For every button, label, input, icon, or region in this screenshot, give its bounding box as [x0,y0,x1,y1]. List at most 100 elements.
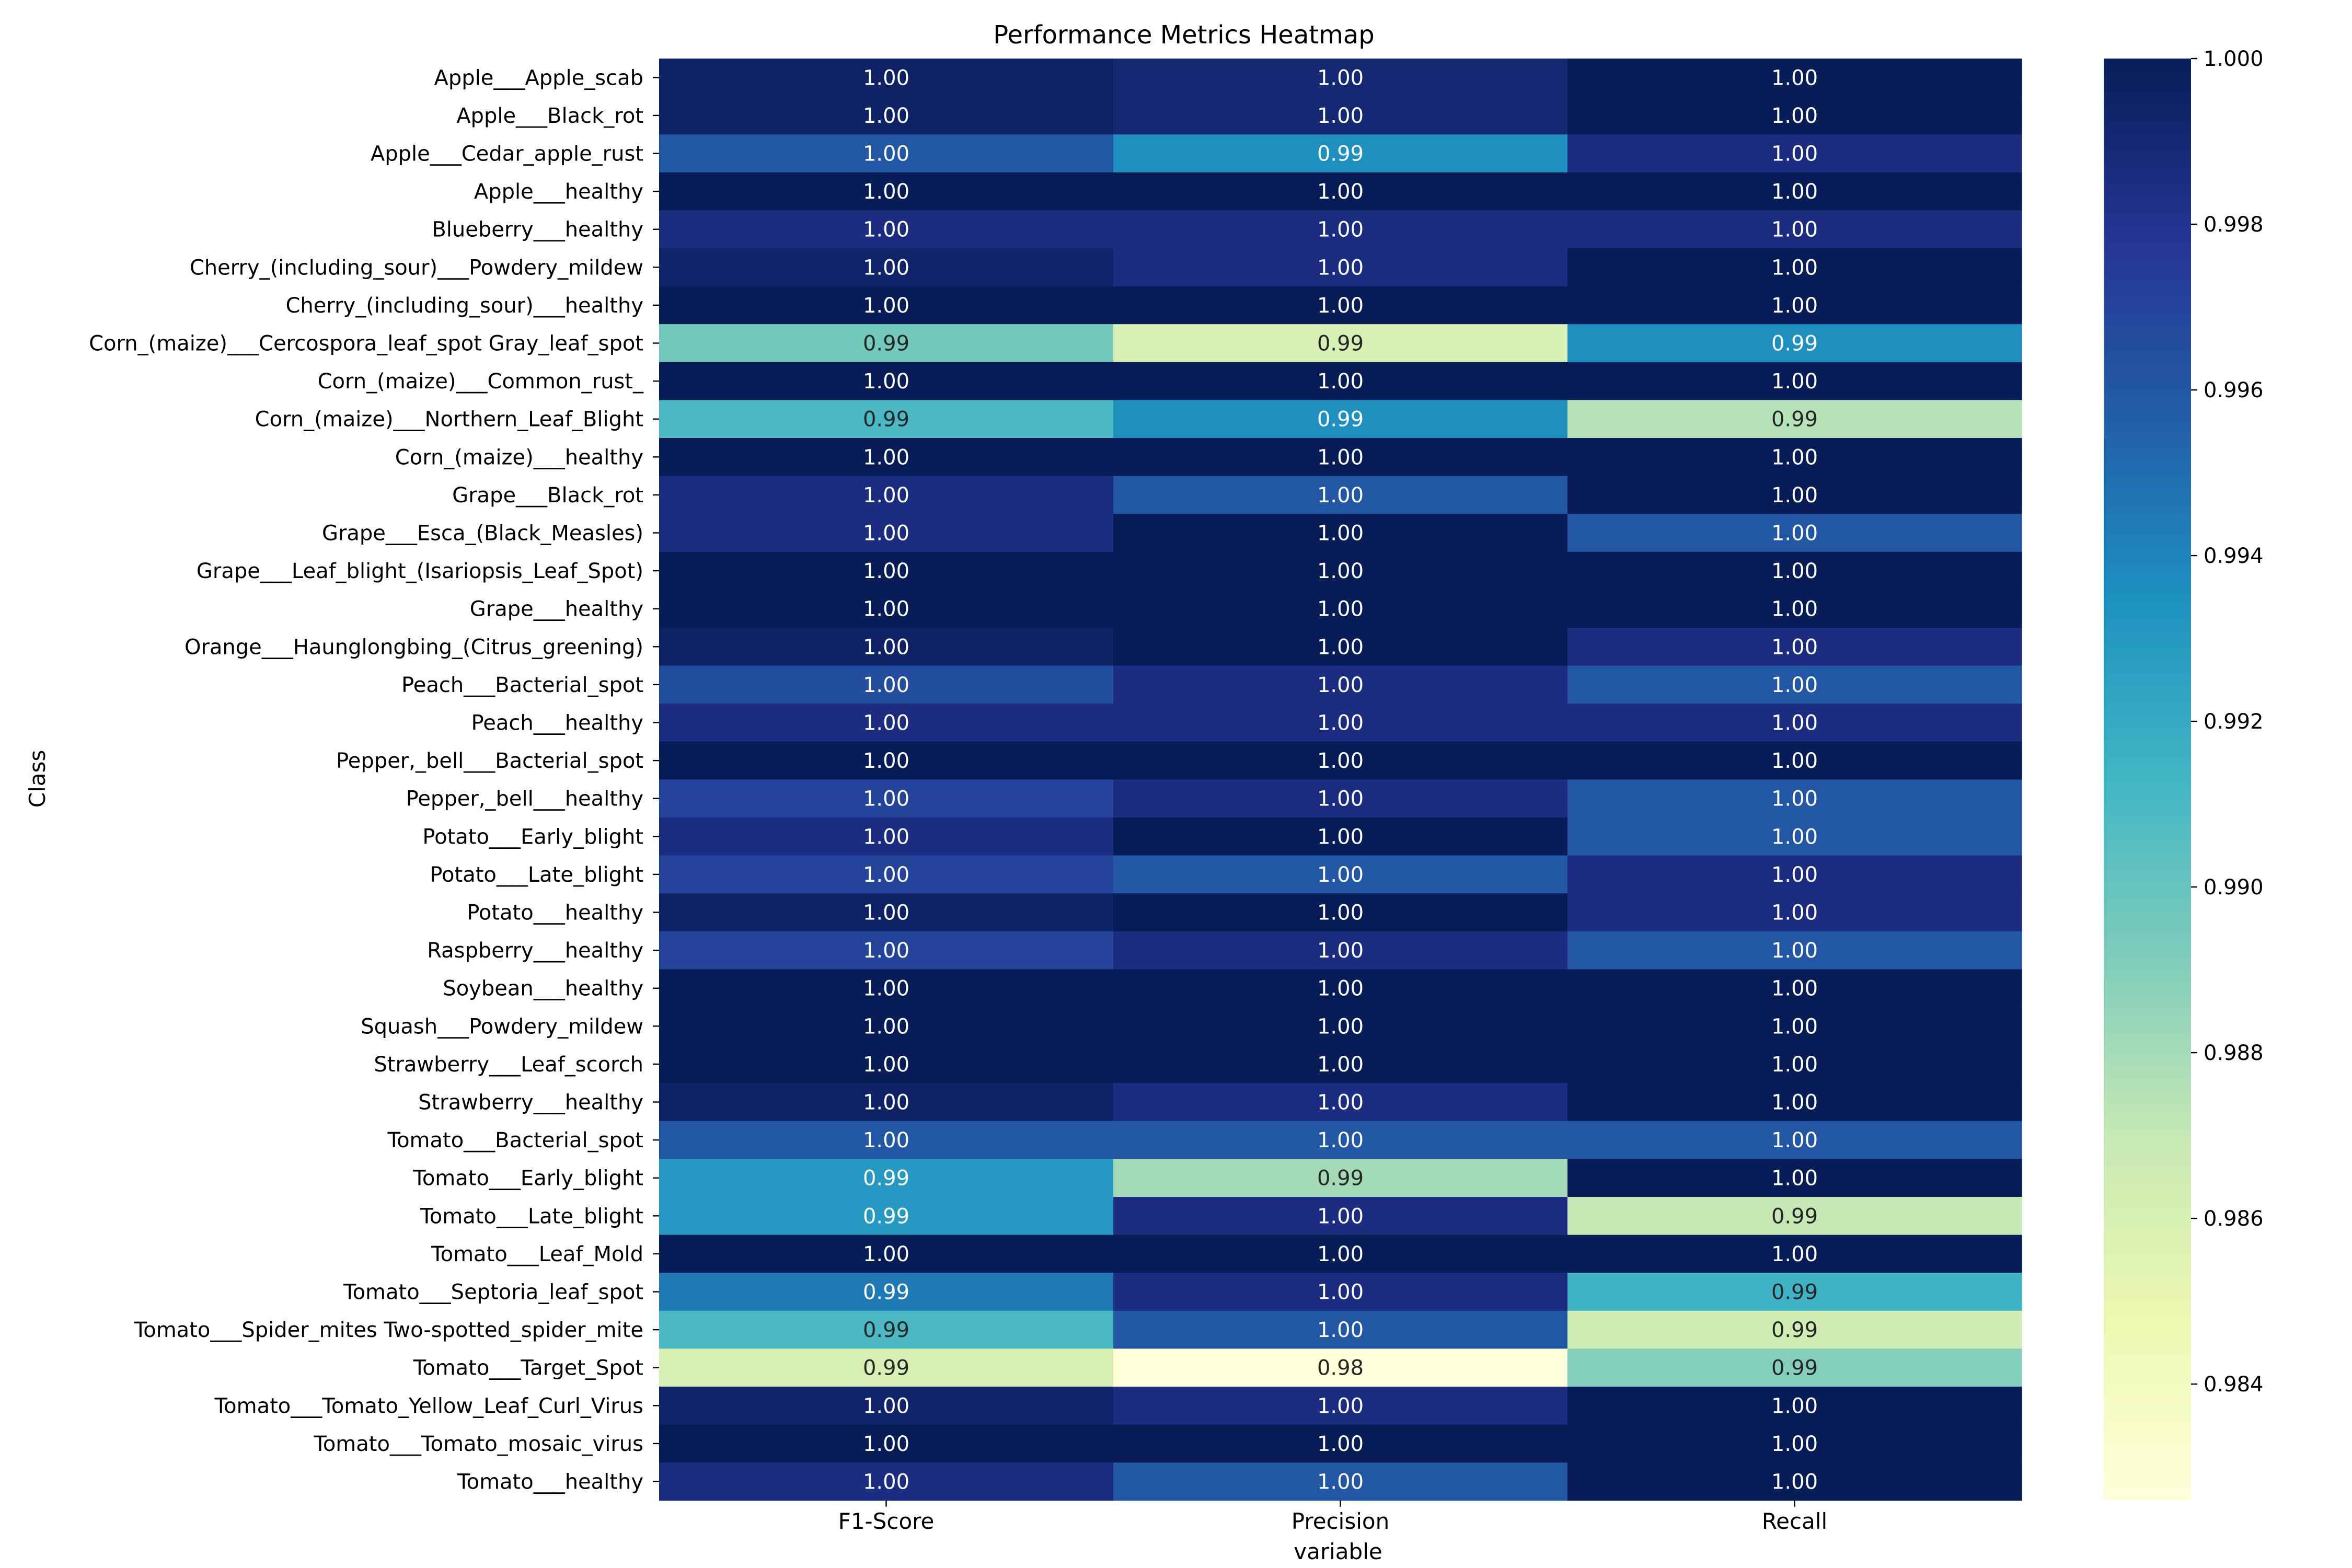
cell-annotation: 1.00 [1771,1014,1818,1039]
cell-annotation: 1.00 [1771,1091,1818,1115]
heatmap-cell [1567,1045,2022,1083]
heatmap-cell [1113,248,1568,287]
row-label-grape-black-rot: Grape___Black_rot [452,483,643,508]
cell-annotation: 1.00 [1317,1394,1364,1418]
heatmap-cell [1113,1007,1568,1046]
row-label-tomato-tomato-yellow-leaf-curl-virus: Tomato___Tomato_Yellow_Leaf_Curl_Virus [214,1394,644,1418]
heatmap-cell [1113,1424,1568,1463]
row-label-tomato-bacterial-spot: Tomato___Bacterial_spot [387,1128,643,1152]
cell-annotation: 0.99 [1771,332,1818,356]
row-label-potato-healthy: Potato___healthy [467,901,643,925]
cell-annotation: 1.00 [863,256,909,280]
row-label-corn-maize-northern-leaf-blight: Corn_(maize)___Northern_Leaf_Blight [255,408,643,432]
heatmap-cell [1567,1424,2022,1463]
heatmap-cell [1567,704,2022,742]
row-label-tomato-spider-mites-two-spotted-spider-mite: Tomato___Spider_mites Two-spotted_spider… [134,1318,643,1342]
cell-annotation: 1.00 [1317,749,1364,773]
cell-annotation: 0.99 [1771,1356,1818,1380]
row-label-corn-maize-healthy: Corn_(maize)___healthy [395,445,643,469]
heatmap-cell [1567,551,2022,590]
cell-annotation: 1.00 [1317,294,1364,318]
cell-annotation: 1.00 [1317,1432,1364,1456]
cell-annotation: 1.00 [1771,597,1818,621]
row-label-tomato-septoria-leaf-spot: Tomato___Septoria_leaf_spot [343,1281,643,1305]
column-label-recall: Recall [1762,1508,1827,1534]
cell-annotation: 1.00 [863,825,909,849]
cell-annotation: 1.00 [1317,370,1364,394]
cell-annotation: 1.00 [1317,256,1364,280]
heatmap-cell [1567,59,2022,97]
cell-annotation: 1.00 [1317,1053,1364,1077]
colorbar-tick-label: 0.994 [2204,544,2264,568]
cell-annotation: 1.00 [1317,825,1364,849]
heatmap-cell [1567,324,2022,363]
cell-annotation: 1.00 [863,635,909,659]
cell-annotation: 1.00 [863,370,909,394]
heatmap-cell [1113,286,1568,325]
heatmap-cell [1113,779,1568,818]
heatmap-cell [659,476,1114,514]
row-label-pepper-bell-healthy: Pepper,_bell___healthy [406,787,643,811]
heatmap-cell [659,1462,1114,1501]
cell-annotation: 1.00 [1771,104,1818,128]
heatmap-cell [659,665,1114,704]
heatmap-cell [1113,514,1568,552]
heatmap-cell [659,779,1114,818]
cell-annotation: 1.00 [1771,977,1818,1001]
cell-annotation: 1.00 [1771,1053,1818,1077]
heatmap-cell [1567,248,2022,287]
heatmap-cell [1113,817,1568,856]
heatmap-cell [659,855,1114,894]
cell-annotation: 1.00 [1317,863,1364,887]
heatmap-cell [1567,1121,2022,1159]
cell-annotation: 1.00 [863,218,909,242]
heatmap-cell [1567,741,2022,780]
cell-annotation: 1.00 [1771,294,1818,318]
heatmap-cell [1113,1235,1568,1273]
cell-annotation: 0.99 [863,332,909,356]
colorbar-tick-label: 0.998 [2204,213,2264,237]
heatmap-cell [1113,551,1568,590]
heatmap-cell [659,1159,1114,1197]
heatmap-cell [1113,893,1568,932]
cell-annotation: 0.99 [1317,332,1364,356]
cell-annotation: 1.00 [863,863,909,887]
cell-annotation: 1.00 [863,294,909,318]
cell-annotation: 0.99 [863,1281,909,1305]
cell-annotation: 1.00 [1317,522,1364,546]
heatmap-cell [1567,210,2022,249]
row-label-cherry-including-sour-healthy: Cherry_(including_sour)___healthy [285,294,643,318]
cell-annotation: 0.98 [1317,1356,1364,1380]
row-label-corn-maize-cercospora-leaf-spot-gray-leaf-spot: Corn_(maize)___Cercospora_leaf_spot Gray… [89,332,643,356]
heatmap-cell [1567,969,2022,1008]
row-label-grape-healthy: Grape___healthy [470,597,643,621]
heatmap-cell [1113,590,1568,628]
heatmap-cell [1567,1273,2022,1311]
cell-annotation: 1.00 [1771,483,1818,508]
heatmap-cell [1567,362,2022,400]
heatmap-cell [1113,1310,1568,1349]
cell-annotation: 1.00 [1317,939,1364,963]
heatmap-cell [1113,134,1568,173]
heatmap-cell [659,1045,1114,1083]
cell-annotation: 1.00 [1771,256,1818,280]
cell-annotation: 1.00 [1317,445,1364,469]
cell-annotation: 1.00 [1317,635,1364,659]
cell-annotation: 1.00 [1317,104,1364,128]
heatmap-cell [1113,96,1568,135]
cell-annotation: 1.00 [1317,597,1364,621]
colorbar-tick-label: 0.988 [2204,1041,2264,1065]
cell-annotation: 1.00 [863,749,909,773]
heatmap-cell [1113,324,1568,363]
row-labels: Apple___Apple_scab Apple___Black_rot Apple… [89,66,659,1494]
heatmap-cell [1113,855,1568,894]
cell-annotation: 0.99 [1317,142,1364,166]
heatmap-cell [659,1310,1114,1349]
heatmap-cell [1567,476,2022,514]
cell-annotation: 1.00 [1771,1432,1818,1456]
colorbar-gradient [2104,59,2191,1500]
heatmap-cell [1567,1348,2022,1387]
y-axis-label: Class [25,750,50,808]
cell-annotation: 0.99 [1771,1318,1818,1342]
